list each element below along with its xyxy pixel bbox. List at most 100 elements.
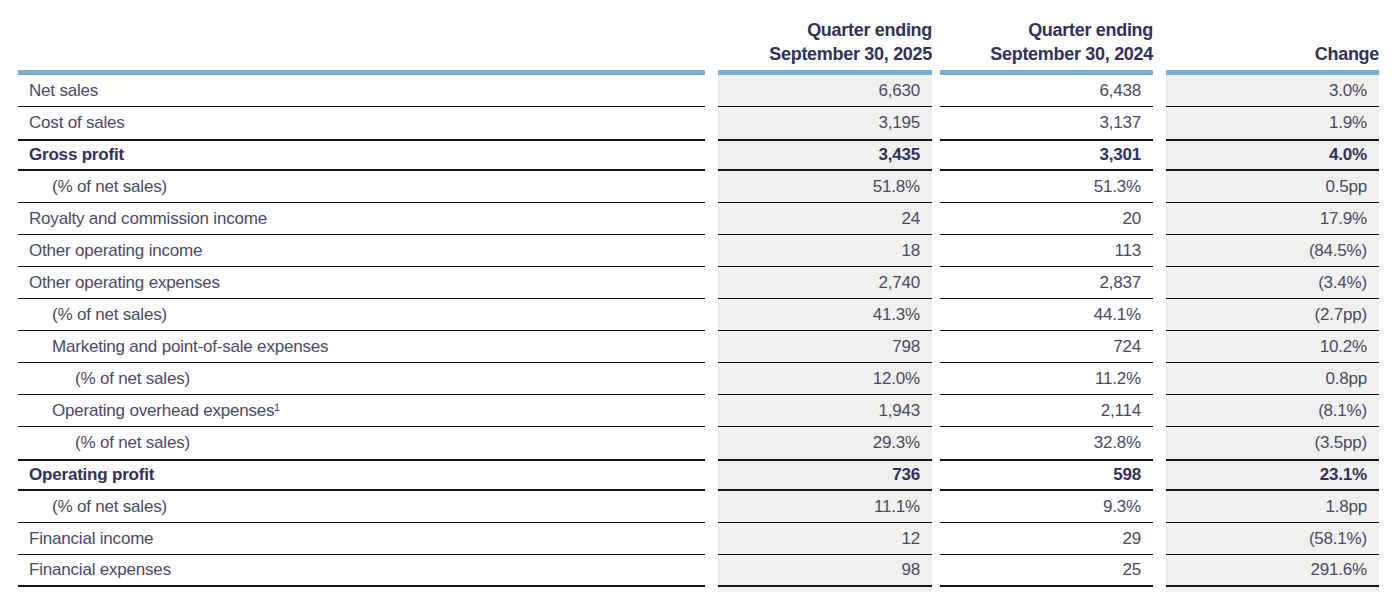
- table-row: Operating overhead expenses¹ 1,943 2,114…: [18, 395, 1379, 427]
- table-row: Financial income 12 29 (58.1%): [18, 523, 1379, 555]
- value-change: (2.7pp): [1166, 299, 1379, 331]
- row-label-cell: Other operating income: [18, 235, 705, 267]
- value-change: 3.0%: [1166, 75, 1379, 107]
- table-header: Quarter ending September 30, 2025 Quarte…: [18, 10, 1379, 70]
- value-2024: 32.8%: [940, 427, 1153, 459]
- value-change: 4.0%: [1166, 139, 1379, 171]
- value-2025: 98: [718, 555, 932, 587]
- row-label-cell: Other operating expenses: [18, 267, 705, 299]
- value-2024: 9.3%: [940, 491, 1153, 523]
- header-quarter-2025-line2: September 30, 2025: [769, 42, 932, 66]
- cutoff-cell: [1166, 587, 1379, 592]
- value-2024: 3,137: [940, 107, 1153, 139]
- value-2024: 2,837: [940, 267, 1153, 299]
- header-quarter-2025: Quarter ending September 30, 2025: [718, 10, 932, 70]
- row-label-cell: Operating overhead expenses¹: [18, 395, 705, 427]
- financial-results-table: Quarter ending September 30, 2025 Quarte…: [0, 0, 1396, 592]
- value-2024: 44.1%: [940, 299, 1153, 331]
- table-row: Cost of sales 3,195 3,137 1.9%: [18, 107, 1379, 139]
- value-change: 0.5pp: [1166, 171, 1379, 203]
- row-label-cell: Operating profit: [18, 459, 705, 491]
- value-2025: 12.0%: [718, 363, 932, 395]
- row-label: Financial expenses: [29, 560, 171, 580]
- value-2024: 3,301: [940, 139, 1153, 171]
- row-label: (% of net sales): [52, 305, 167, 325]
- table-row: Other operating income 18 113 (84.5%): [18, 235, 1379, 267]
- value-2025: 18: [718, 235, 932, 267]
- value-2025: 6,630: [718, 75, 932, 107]
- value-2024: 724: [940, 331, 1153, 363]
- row-label: Other operating income: [29, 241, 202, 261]
- value-2024: 25: [940, 555, 1153, 587]
- value-change: (8.1%): [1166, 395, 1379, 427]
- header-quarter-2025-line1: Quarter ending: [807, 18, 932, 42]
- value-change: 1.9%: [1166, 107, 1379, 139]
- header-quarter-2024-line1: Quarter ending: [1028, 18, 1153, 42]
- header-quarter-2024-line2: September 30, 2024: [990, 42, 1153, 66]
- row-label: (% of net sales): [75, 369, 190, 389]
- table-body: Net sales 6,630 6,438 3.0% Cost of sales…: [18, 75, 1379, 587]
- value-2024: 113: [940, 235, 1153, 267]
- value-change: 17.9%: [1166, 203, 1379, 235]
- value-2025: 2,740: [718, 267, 932, 299]
- row-label: Financial income: [29, 529, 153, 549]
- row-label-cell: Gross profit: [18, 139, 705, 171]
- value-change: (58.1%): [1166, 523, 1379, 555]
- row-label: (% of net sales): [75, 433, 190, 453]
- row-label-cell: Cost of sales: [18, 107, 705, 139]
- value-change: 1.8pp: [1166, 491, 1379, 523]
- table-row: (% of net sales) 41.3% 44.1% (2.7pp): [18, 299, 1379, 331]
- table-row: Net sales 6,630 6,438 3.0%: [18, 75, 1379, 107]
- row-label: Net sales: [29, 81, 98, 101]
- value-2025: 41.3%: [718, 299, 932, 331]
- value-2024: 29: [940, 523, 1153, 555]
- header-change-label: Change: [1315, 42, 1379, 66]
- row-label: Marketing and point-of-sale expenses: [52, 337, 328, 357]
- table-row: Other operating expenses 2,740 2,837 (3.…: [18, 267, 1379, 299]
- row-label-cell: (% of net sales): [18, 171, 705, 203]
- value-2024: 2,114: [940, 395, 1153, 427]
- table-row: (% of net sales) 29.3% 32.8% (3.5pp): [18, 427, 1379, 459]
- row-label: Other operating expenses: [29, 273, 220, 293]
- row-label-cell: Financial expenses: [18, 555, 705, 587]
- row-label: Operating overhead expenses¹: [52, 401, 280, 421]
- table-row: (% of net sales) 12.0% 11.2% 0.8pp: [18, 363, 1379, 395]
- value-2024: 598: [940, 459, 1153, 491]
- row-label-cell: (% of net sales): [18, 363, 705, 395]
- table-row: (% of net sales) 11.1% 9.3% 1.8pp: [18, 491, 1379, 523]
- cutoff-cell: [718, 587, 932, 592]
- value-2024: 11.2%: [940, 363, 1153, 395]
- cutoff-cell: [940, 587, 1153, 592]
- row-label: (% of net sales): [52, 497, 167, 517]
- row-label: Cost of sales: [29, 113, 125, 133]
- row-label-cell: Royalty and commission income: [18, 203, 705, 235]
- value-2025: 3,435: [718, 139, 932, 171]
- value-2025: 1,943: [718, 395, 932, 427]
- value-change: (84.5%): [1166, 235, 1379, 267]
- value-change: 10.2%: [1166, 331, 1379, 363]
- value-change: (3.5pp): [1166, 427, 1379, 459]
- value-2025: 736: [718, 459, 932, 491]
- row-label-cell: Financial income: [18, 523, 705, 555]
- cutoff-next-row: [18, 587, 1379, 592]
- value-change: 0.8pp: [1166, 363, 1379, 395]
- row-label-cell: Marketing and point-of-sale expenses: [18, 331, 705, 363]
- value-2025: 51.8%: [718, 171, 932, 203]
- table-row: Royalty and commission income 24 20 17.9…: [18, 203, 1379, 235]
- value-2025: 798: [718, 331, 932, 363]
- value-change: (3.4%): [1166, 267, 1379, 299]
- value-2025: 29.3%: [718, 427, 932, 459]
- row-label: Operating profit: [29, 465, 154, 485]
- value-change: 291.6%: [1166, 555, 1379, 587]
- value-2025: 3,195: [718, 107, 932, 139]
- row-label-cell: (% of net sales): [18, 427, 705, 459]
- header-quarter-2024: Quarter ending September 30, 2024: [940, 10, 1153, 70]
- table-row: Operating profit 736 598 23.1%: [18, 459, 1379, 491]
- value-2024: 20: [940, 203, 1153, 235]
- value-2025: 12: [718, 523, 932, 555]
- row-label-cell: Net sales: [18, 75, 705, 107]
- value-2024: 6,438: [940, 75, 1153, 107]
- row-label-cell: (% of net sales): [18, 491, 705, 523]
- table-row: (% of net sales) 51.8% 51.3% 0.5pp: [18, 171, 1379, 203]
- header-change: Change: [1166, 10, 1379, 70]
